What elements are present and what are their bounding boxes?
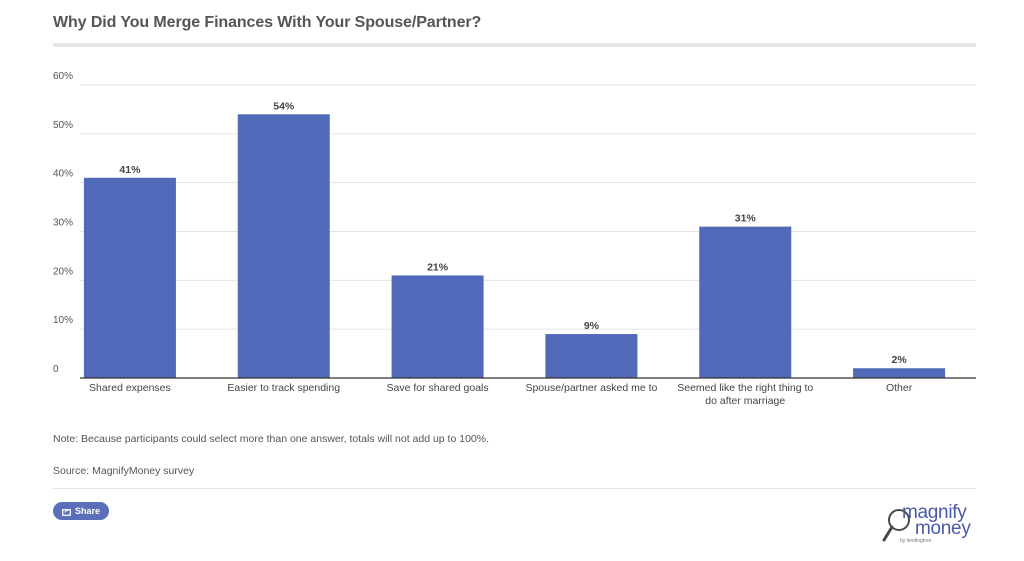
share-button[interactable]: Share	[53, 502, 109, 520]
x-tick-label: Other	[886, 382, 913, 394]
title-divider	[53, 43, 976, 47]
data-label: 41%	[119, 164, 141, 176]
bar	[391, 275, 484, 378]
footnote: Note: Because participants could select …	[53, 433, 490, 445]
y-tick-label: 30%	[53, 218, 73, 229]
logo-subtext: by lendingtree	[900, 538, 932, 544]
data-label: 21%	[427, 261, 449, 273]
data-label: 54%	[273, 100, 295, 112]
source-text: Source: MagnifyMoney survey	[53, 465, 195, 477]
x-tick-label: Shared expenses	[89, 382, 171, 394]
data-label: 9%	[584, 320, 600, 332]
logo-text-top: magnify	[902, 502, 967, 523]
x-tick-label: Seemed like the right thing to	[677, 382, 813, 394]
bar	[545, 334, 638, 378]
data-label: 31%	[735, 213, 757, 225]
bar-chart: 0 10% 20% 30% 40% 50% 60% 41% Shared expenses 54%…	[53, 71, 976, 407]
bar	[83, 177, 176, 378]
logo-text-bottom: money	[915, 518, 971, 539]
bar	[853, 368, 946, 378]
data-label: 2%	[891, 354, 907, 366]
y-tick-label: 40%	[53, 169, 73, 180]
y-tick-label: 20%	[53, 266, 73, 277]
share-label: Share	[74, 506, 100, 516]
y-tick-label: 50%	[53, 120, 73, 131]
magnifying-glass-icon	[882, 509, 910, 542]
x-tick-label: Spouse/partner asked me to	[525, 382, 657, 394]
bar	[237, 114, 330, 379]
chart-title: Why Did You Merge Finances With Your Spo…	[53, 14, 482, 31]
x-tick-label: Easier to track spending	[227, 382, 340, 394]
footer-divider	[53, 488, 976, 489]
y-tick-label: 60%	[53, 71, 73, 82]
y-tick-label: 10%	[53, 315, 73, 326]
x-tick-label: do after marriage	[705, 395, 785, 407]
y-tick-label: 0	[53, 364, 59, 375]
brand-logo[interactable]: magnify money by lendingtree	[882, 502, 982, 546]
x-tick-label: Save for shared goals	[387, 382, 489, 394]
bar	[699, 226, 792, 378]
share-icon	[62, 508, 71, 516]
